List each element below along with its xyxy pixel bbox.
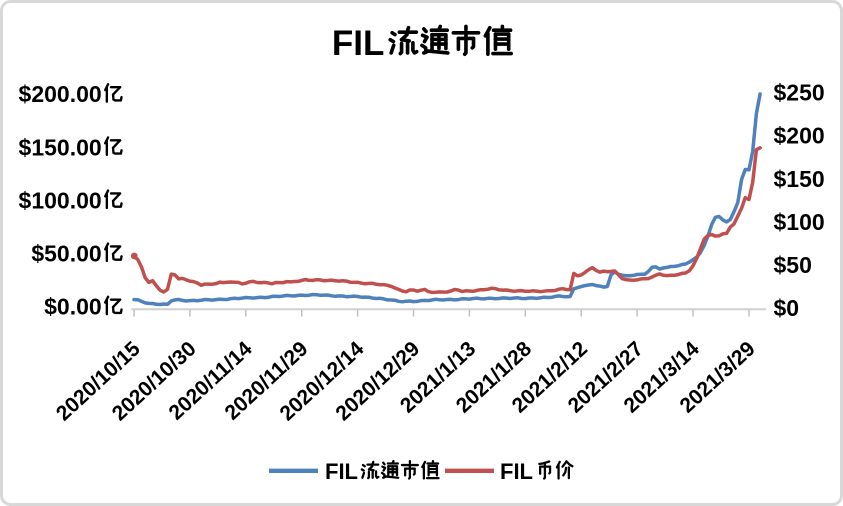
svg-text:$100: $100 — [774, 209, 825, 235]
svg-text:$200.00: $200.00 — [19, 81, 102, 107]
svg-text:$200: $200 — [774, 123, 825, 149]
svg-text:FIL: FIL — [500, 459, 533, 484]
svg-text:$0.00: $0.00 — [44, 294, 102, 320]
svg-text:FIL: FIL — [325, 459, 358, 484]
svg-text:FIL: FIL — [332, 24, 384, 63]
svg-text:$0: $0 — [774, 295, 800, 321]
svg-text:$50.00: $50.00 — [31, 241, 101, 267]
svg-text:$100.00: $100.00 — [19, 187, 102, 213]
svg-text:$250: $250 — [774, 80, 825, 106]
svg-text:$50: $50 — [774, 252, 812, 278]
svg-text:$150: $150 — [774, 166, 825, 192]
svg-text:$150.00: $150.00 — [19, 134, 102, 160]
